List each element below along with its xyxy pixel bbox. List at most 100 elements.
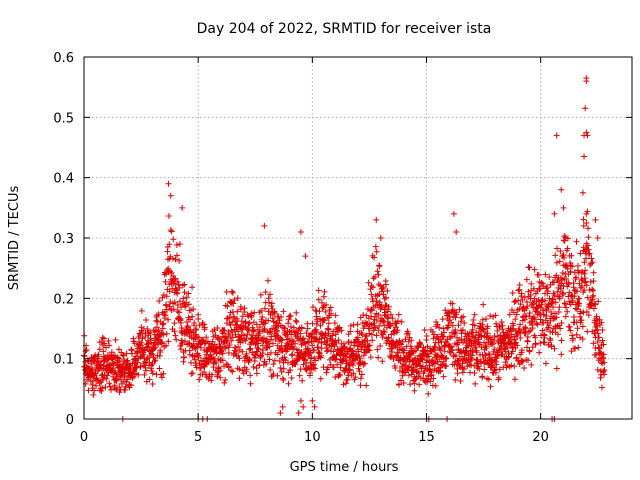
data-point <box>273 328 280 335</box>
data-point <box>429 328 436 335</box>
data-point <box>368 291 375 298</box>
data-point <box>96 346 103 353</box>
data-point <box>331 320 338 327</box>
data-point <box>209 371 216 378</box>
data-point <box>364 337 371 344</box>
data-point <box>461 366 468 373</box>
data-point <box>563 275 570 282</box>
data-point <box>239 326 246 333</box>
data-point <box>529 325 536 332</box>
data-point <box>315 287 322 294</box>
data-point <box>173 336 180 343</box>
data-point <box>457 377 464 384</box>
data-point <box>600 341 607 348</box>
data-point <box>591 300 598 307</box>
data-point <box>163 306 170 313</box>
data-point <box>517 321 524 328</box>
data-point <box>167 227 174 234</box>
data-point <box>354 321 361 328</box>
data-point <box>152 357 159 364</box>
data-point <box>265 308 272 315</box>
data-point <box>137 363 144 370</box>
data-point <box>381 309 388 316</box>
data-point <box>171 299 178 306</box>
data-point <box>408 371 415 378</box>
data-point <box>462 348 469 355</box>
data-point <box>521 294 528 301</box>
data-point <box>271 310 278 317</box>
data-point <box>412 376 419 383</box>
data-point <box>172 275 179 282</box>
data-point <box>369 337 376 344</box>
data-point <box>585 234 592 241</box>
data-point <box>247 345 254 352</box>
data-point <box>312 307 319 314</box>
data-point <box>378 303 385 310</box>
data-point <box>172 256 179 263</box>
data-point <box>229 289 236 296</box>
data-point <box>266 356 273 363</box>
data-point <box>291 340 298 347</box>
data-point <box>174 290 181 297</box>
data-point <box>553 365 560 372</box>
data-point <box>564 235 571 242</box>
data-point <box>175 281 182 288</box>
data-point <box>506 363 513 370</box>
data-point <box>363 382 370 389</box>
data-point <box>368 283 375 290</box>
data-point <box>543 312 550 319</box>
data-point <box>246 356 253 363</box>
data-point <box>530 300 537 307</box>
data-point <box>169 255 176 262</box>
data-point <box>487 312 494 319</box>
data-point <box>590 340 597 347</box>
data-point <box>233 324 240 331</box>
data-point <box>550 315 557 322</box>
data-point <box>265 299 272 306</box>
data-point <box>122 386 129 393</box>
data-point <box>229 319 236 326</box>
data-point <box>536 310 543 317</box>
data-point <box>105 355 112 362</box>
data-point <box>239 348 246 355</box>
data-point <box>459 360 466 367</box>
data-point <box>437 367 444 374</box>
data-point <box>372 273 379 280</box>
peak-point <box>581 153 588 160</box>
peak-point <box>302 253 309 260</box>
data-point <box>377 342 384 349</box>
data-point <box>108 349 115 356</box>
data-point <box>564 265 571 272</box>
data-point <box>472 380 479 387</box>
data-point <box>473 347 480 354</box>
data-point <box>592 301 599 308</box>
peak-point <box>165 180 172 187</box>
data-point <box>89 366 96 373</box>
data-point <box>289 351 296 358</box>
data-point <box>193 325 200 332</box>
data-point <box>491 333 498 340</box>
data-point <box>419 356 426 363</box>
data-point <box>389 349 396 356</box>
data-point <box>495 374 502 381</box>
data-point <box>550 279 557 286</box>
data-point <box>551 292 558 299</box>
data-point <box>338 327 345 334</box>
data-point <box>123 350 130 357</box>
data-point <box>106 342 113 349</box>
x-tick-label: 10 <box>304 430 321 445</box>
data-point <box>485 350 492 357</box>
data-point <box>375 327 382 334</box>
x-tick-label: 15 <box>418 430 435 445</box>
data-point <box>484 323 491 330</box>
data-point <box>188 370 195 377</box>
data-point <box>246 346 253 353</box>
data-point <box>550 304 557 311</box>
data-point <box>374 268 381 275</box>
data-point <box>231 347 238 354</box>
data-point <box>547 309 554 316</box>
data-point <box>375 271 382 278</box>
data-point <box>141 371 148 378</box>
data-point <box>588 260 595 267</box>
data-point <box>314 318 321 325</box>
